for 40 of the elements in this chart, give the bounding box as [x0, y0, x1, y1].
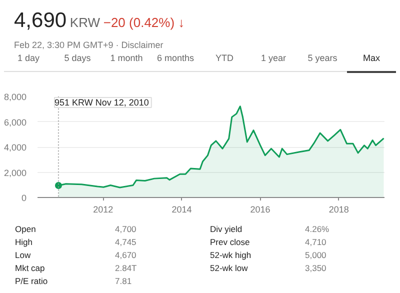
text: Div yield	[209, 223, 244, 236]
text: 6 months	[156, 53, 194, 64]
text: 52-wk high	[209, 249, 252, 262]
chart-title: 4,690	[14, 9, 67, 32]
text: 5,000	[304, 249, 328, 262]
y-tick-label: 6,000	[4, 117, 27, 128]
y-tick-label: 4,000	[4, 142, 27, 152]
chart-subtitle: Feb 22, 3:30 PM GMT+9 · Disclaimer	[14, 40, 164, 50]
text: 1 day	[17, 53, 40, 64]
y-tick-label: 8,000	[4, 92, 27, 102]
y-tick-label: 0	[21, 193, 27, 203]
text: 3,350	[304, 262, 328, 275]
text: Open	[14, 223, 37, 236]
text: 4,710	[304, 236, 328, 249]
x-tick-label: 2012	[93, 204, 114, 214]
text: 2.84T	[114, 262, 138, 275]
text: Prev close	[209, 236, 251, 249]
text: 1 month	[110, 53, 143, 64]
text: 4,700	[114, 223, 138, 236]
text: Max	[347, 46, 396, 72]
text: Low	[14, 249, 32, 262]
text: KRW	[70, 15, 100, 30]
text: 5 days	[64, 53, 91, 64]
x-tick-label: 2014	[172, 204, 192, 214]
text: P/E ratio	[14, 275, 49, 288]
text: YTD	[214, 52, 234, 66]
text: 4.26%	[304, 223, 330, 236]
text: Mkt cap	[14, 262, 46, 275]
text: 7.81	[114, 275, 133, 288]
y-tick-label: 2,000	[4, 168, 27, 178]
text: 5 years	[306, 52, 338, 66]
x-tick-label: 2016	[250, 204, 270, 214]
text: 1 year	[260, 52, 287, 66]
text: 4,745	[114, 236, 138, 249]
text: −20 (0.42%) ↓	[103, 15, 185, 30]
text: 52-wk low	[209, 262, 249, 275]
x-tick-label: 2018	[328, 204, 349, 214]
text: High	[14, 236, 34, 249]
annotation: 951 KRW Nov 12, 2010	[54, 98, 149, 108]
text: 4,670	[114, 249, 138, 262]
